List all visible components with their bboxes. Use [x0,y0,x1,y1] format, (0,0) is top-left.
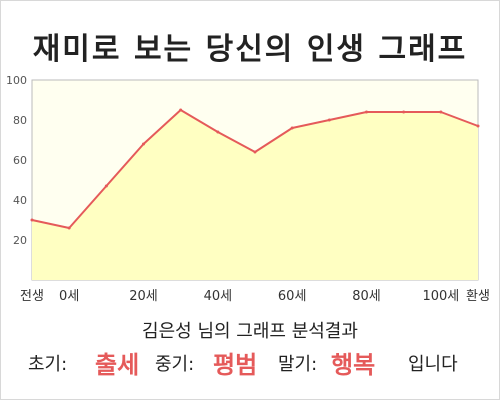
y-tick-label: 60 [13,154,27,167]
data-point [476,124,480,128]
data-point [30,218,34,222]
y-tick-label: 100 [6,74,27,87]
data-point [67,226,71,230]
analysis-summary: 김은성 님의 그래프 분석결과 [142,321,358,342]
data-point [253,150,257,154]
life-graph-chart: 20 40 60 80 100 전생 0세 20세 40세 60세 80세 100세 환생 [6,74,490,304]
data-point [216,130,220,134]
data-point [179,108,183,112]
x-tick-label: 0세 [59,289,79,304]
early-life-value: 출세 [95,351,140,379]
late-life-value: 행복 [331,351,376,379]
x-tick-label: 40세 [204,289,233,304]
x-tick-label: 환생 [466,289,490,304]
data-point [365,110,368,114]
y-tick-label: 80 [13,114,27,127]
analysis-result: 초기: 출세 중기: 평범 말기: 행복 입니다 [0,348,500,382]
x-tick-label: 20세 [129,289,158,304]
result-ending: 입니다 [408,354,458,375]
x-tick-label: 100세 [422,289,459,304]
data-point [402,110,406,114]
early-life-label: 초기: [28,354,68,375]
data-point [142,142,145,146]
chart-title: 재미로 보는 당신의 인생 그래프 [32,32,468,67]
data-point [104,184,108,188]
y-tick-label: 40 [13,194,27,207]
late-life-label: 말기: [278,354,318,375]
y-tick-label: 20 [13,234,27,247]
mid-life-value: 평범 [213,351,258,379]
mid-life-label: 중기: [155,354,195,375]
data-point [327,118,331,122]
series-area [32,110,478,280]
x-tick-label: 60세 [278,289,307,304]
x-tick-label: 전생 [20,289,44,304]
x-tick-label: 80세 [352,289,381,304]
data-point [439,110,443,114]
data-point [290,126,294,130]
